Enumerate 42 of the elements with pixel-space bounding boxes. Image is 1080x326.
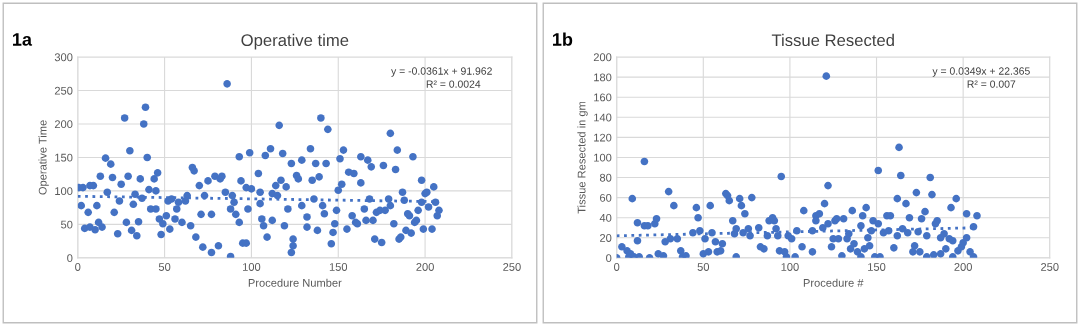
x-tick-label: 250 (1041, 263, 1059, 271)
y-tick-label: 0 (606, 254, 612, 262)
y-tick-label: 40 (599, 213, 612, 222)
y-tick-label: 50 (60, 220, 73, 229)
y-tick-label: 120 (594, 133, 612, 142)
annotation: y = 0.0349x + 22.365 (932, 67, 1030, 77)
x-tick-label: 100 (243, 263, 261, 271)
x-tick-label: 50 (158, 263, 171, 271)
y-tick-label: 80 (599, 173, 612, 182)
y-axis-title: Operative Time (38, 120, 49, 195)
text: 1a (13, 33, 33, 46)
annotation: R² = 0.007 (967, 80, 1016, 88)
x-tick-label: 150 (329, 263, 348, 271)
y-tick-label: 250 (54, 86, 73, 95)
y-tick-label: 180 (594, 73, 612, 82)
y-tick-label: 300 (54, 53, 73, 62)
x-tick-label: 150 (868, 263, 886, 271)
x-tick-label: 0 (614, 263, 620, 271)
annotation: y = -0.0361x + 91.962 (391, 67, 492, 77)
y-tick-label: 160 (594, 93, 612, 102)
x-tick-label: 250 (503, 263, 521, 271)
y-tick-label: 140 (594, 113, 612, 122)
annotation: R² = 0.0024 (426, 80, 481, 88)
x-tick-label: 200 (416, 263, 434, 271)
x-tick-label: 200 (954, 263, 972, 271)
y-tick-label: 200 (593, 53, 612, 62)
y-tick-label: 100 (55, 187, 73, 196)
chart-title: Tissue Resected (771, 33, 894, 47)
chart-title: Operative time (241, 33, 349, 50)
x-axis-title: Procedure # (803, 278, 864, 287)
y-tick-label: 200 (54, 120, 73, 129)
y-axis-title: Tissue Resected in gm (577, 101, 588, 214)
y-tick-label: 100 (594, 153, 612, 162)
x-tick-label: 100 (781, 263, 799, 271)
x-tick-label: 0 (75, 263, 81, 271)
y-tick-label: 150 (55, 153, 73, 162)
x-axis-title: Procedure Number (248, 278, 342, 287)
y-tick-label: 0 (67, 254, 73, 262)
y-tick-label: 60 (600, 193, 612, 202)
y-tick-label: 20 (600, 234, 612, 242)
x-tick-label: 50 (697, 263, 710, 271)
text: 1b (553, 32, 573, 46)
